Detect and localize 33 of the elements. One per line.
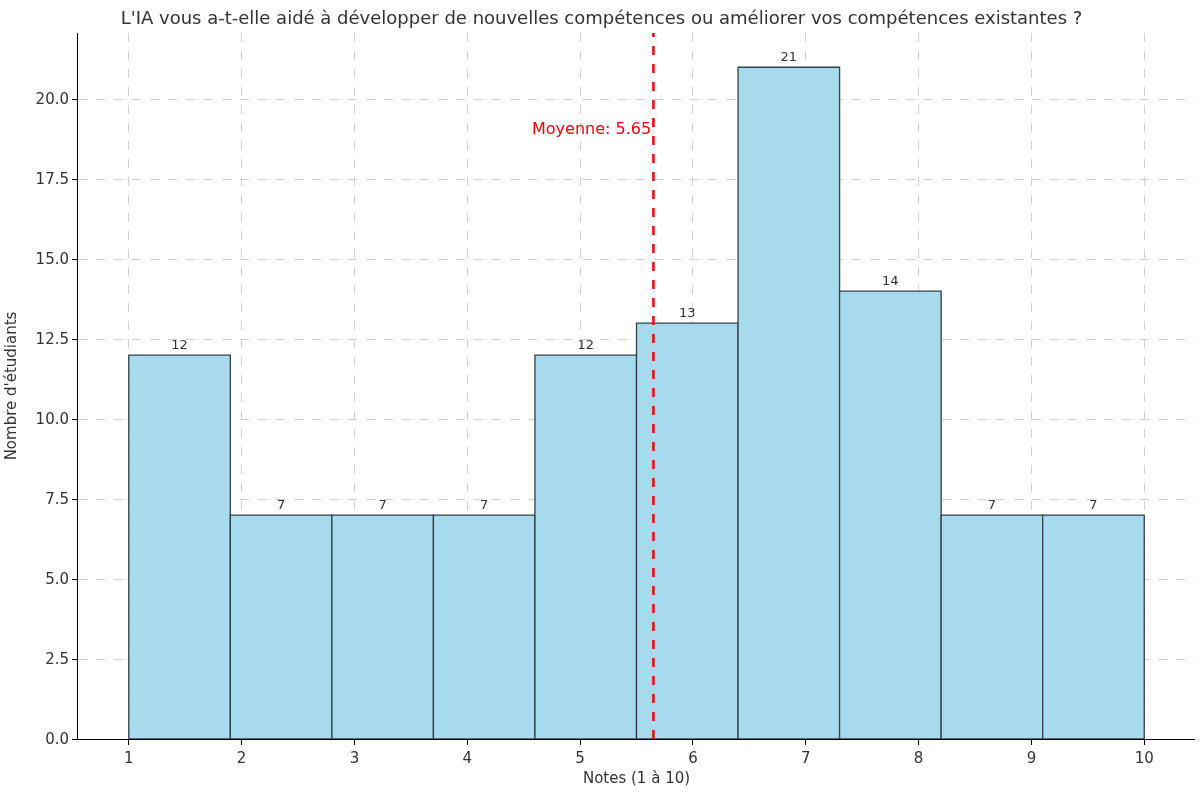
x-tick-label: 7 — [800, 749, 811, 767]
data-label: 7 — [480, 497, 489, 513]
ref-line-label: Moyenne: 5.65 — [532, 119, 652, 138]
x-tick-label: 8 — [913, 749, 924, 767]
data-label: 7 — [987, 497, 997, 513]
x-tick-label: 2 — [236, 749, 247, 767]
data-label: 7 — [1089, 497, 1098, 513]
data-label: 7 — [276, 497, 286, 513]
x-tick-label: 10 — [1134, 749, 1154, 767]
x-tick-label: 6 — [688, 749, 698, 767]
data-label: 7 — [378, 497, 387, 513]
x-tick-label: 1 — [124, 749, 134, 767]
y-tick-label: 20.0 — [35, 90, 69, 109]
data-label: 21 — [780, 49, 798, 65]
y-axis-title: Nombre d'étudiants — [1, 311, 20, 461]
x-tick-label: 3 — [349, 749, 360, 767]
data-label: 13 — [679, 305, 696, 321]
x-tick-label: 9 — [1026, 749, 1037, 767]
y-tick-label: 0.0 — [45, 730, 69, 749]
y-tick-label: 5.0 — [45, 570, 69, 589]
chart-title: L'IA vous a-t-elle aidé à développer de nouvelles compétences ou améliorer vos compétences existantes ? — [120, 6, 1083, 28]
x-tick-label: 5 — [575, 749, 585, 767]
y-tick-label: 15.0 — [35, 250, 69, 269]
y-tick-label: 2.5 — [45, 650, 69, 669]
x-axis-title: Notes (1 à 10) — [582, 769, 691, 787]
data-label: 12 — [577, 337, 594, 353]
y-tick-label: 10.0 — [35, 410, 69, 429]
y-tick-label: 17.5 — [35, 170, 69, 189]
x-tick-label: 4 — [462, 749, 473, 767]
y-tick-label: 7.5 — [45, 490, 69, 509]
data-label: 14 — [882, 273, 899, 289]
data-label: 12 — [171, 337, 188, 353]
y-tick-label: 12.5 — [35, 330, 69, 349]
